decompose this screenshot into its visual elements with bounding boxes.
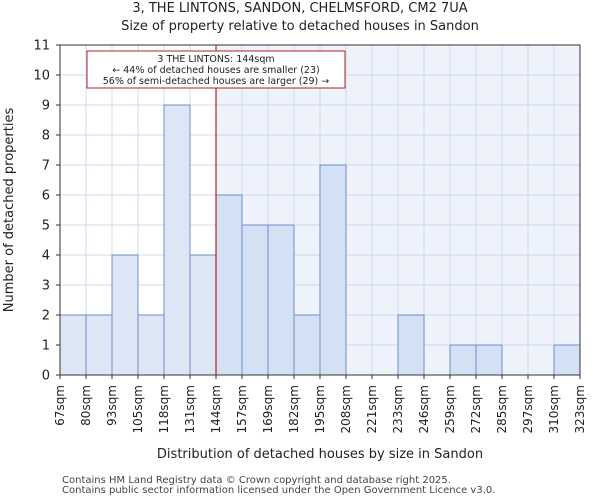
x-tick-label: 182sqm [287,385,301,433]
x-tick-label: 169sqm [261,385,275,433]
bar [215,194,243,376]
x-tick-label: 80sqm [79,385,93,426]
x-tick-label: 310sqm [547,385,561,433]
x-tick-label: 246sqm [417,385,431,433]
y-tick-label: 11 [33,39,50,54]
y-tick-label: 9 [42,99,50,114]
x-tick-label: 118sqm [157,385,171,433]
x-tick-label: 157sqm [235,385,249,433]
bar [137,314,165,376]
x-tick-label: 221sqm [365,385,379,433]
annotation-title: 3 THE LINTONS: 144sqm [157,54,274,65]
x-tick-label: 272sqm [469,385,483,433]
x-tick-label: 259sqm [443,385,457,433]
bar [189,254,217,376]
y-tick-label: 2 [42,309,50,324]
footer-line-1: Contains HM Land Registry data © Crown c… [62,475,451,486]
y-tick-label: 0 [42,369,50,384]
bar [85,314,113,376]
bar [241,224,269,376]
y-axis-label: Number of detached properties [2,108,17,313]
y-tick-label: 4 [42,249,50,264]
x-tick-label: 131sqm [183,385,197,433]
y-tick-label: 6 [42,189,50,204]
footer-line-2: Contains public sector information licen… [62,485,496,496]
x-tick-label: 67sqm [53,385,67,426]
y-tick-label: 7 [42,159,50,174]
annotation-smaller: ← 44% of detached houses are smaller (23… [112,65,319,76]
x-tick-label: 323sqm [573,385,587,433]
y-tick-label: 5 [42,219,50,234]
x-tick-label: 297sqm [521,385,535,433]
bar [293,314,321,376]
bar [475,344,503,376]
bar [397,314,425,376]
chart-subtitle: Size of property relative to detached ho… [121,19,479,34]
x-tick-label: 144sqm [209,385,223,433]
x-tick-label: 105sqm [131,385,145,433]
y-tick-label: 3 [42,279,50,294]
x-tick-label: 208sqm [339,385,353,433]
bar [319,164,347,376]
bar [111,254,139,376]
histogram-chart: Distribution of detached houses by size … [2,39,587,463]
chart-title: 3, THE LINTONS, SANDON, CHELMSFORD, CM2 … [132,1,468,16]
bar [449,344,477,376]
y-tick-label: 10 [33,69,50,84]
bar [59,314,87,376]
x-tick-label: 195sqm [313,385,327,433]
annotation-larger: 56% of semi-detached houses are larger (… [103,76,330,87]
y-tick-label: 8 [42,129,50,144]
bar [553,344,581,376]
x-tick-label: 285sqm [495,385,509,433]
x-tick-label: 93sqm [105,385,119,426]
bar [267,224,295,376]
x-axis-label: Distribution of detached houses by size … [157,447,483,462]
y-tick-label: 1 [42,339,50,354]
annotation-box [86,50,346,89]
x-tick-label: 233sqm [391,385,405,433]
bar [163,104,191,376]
